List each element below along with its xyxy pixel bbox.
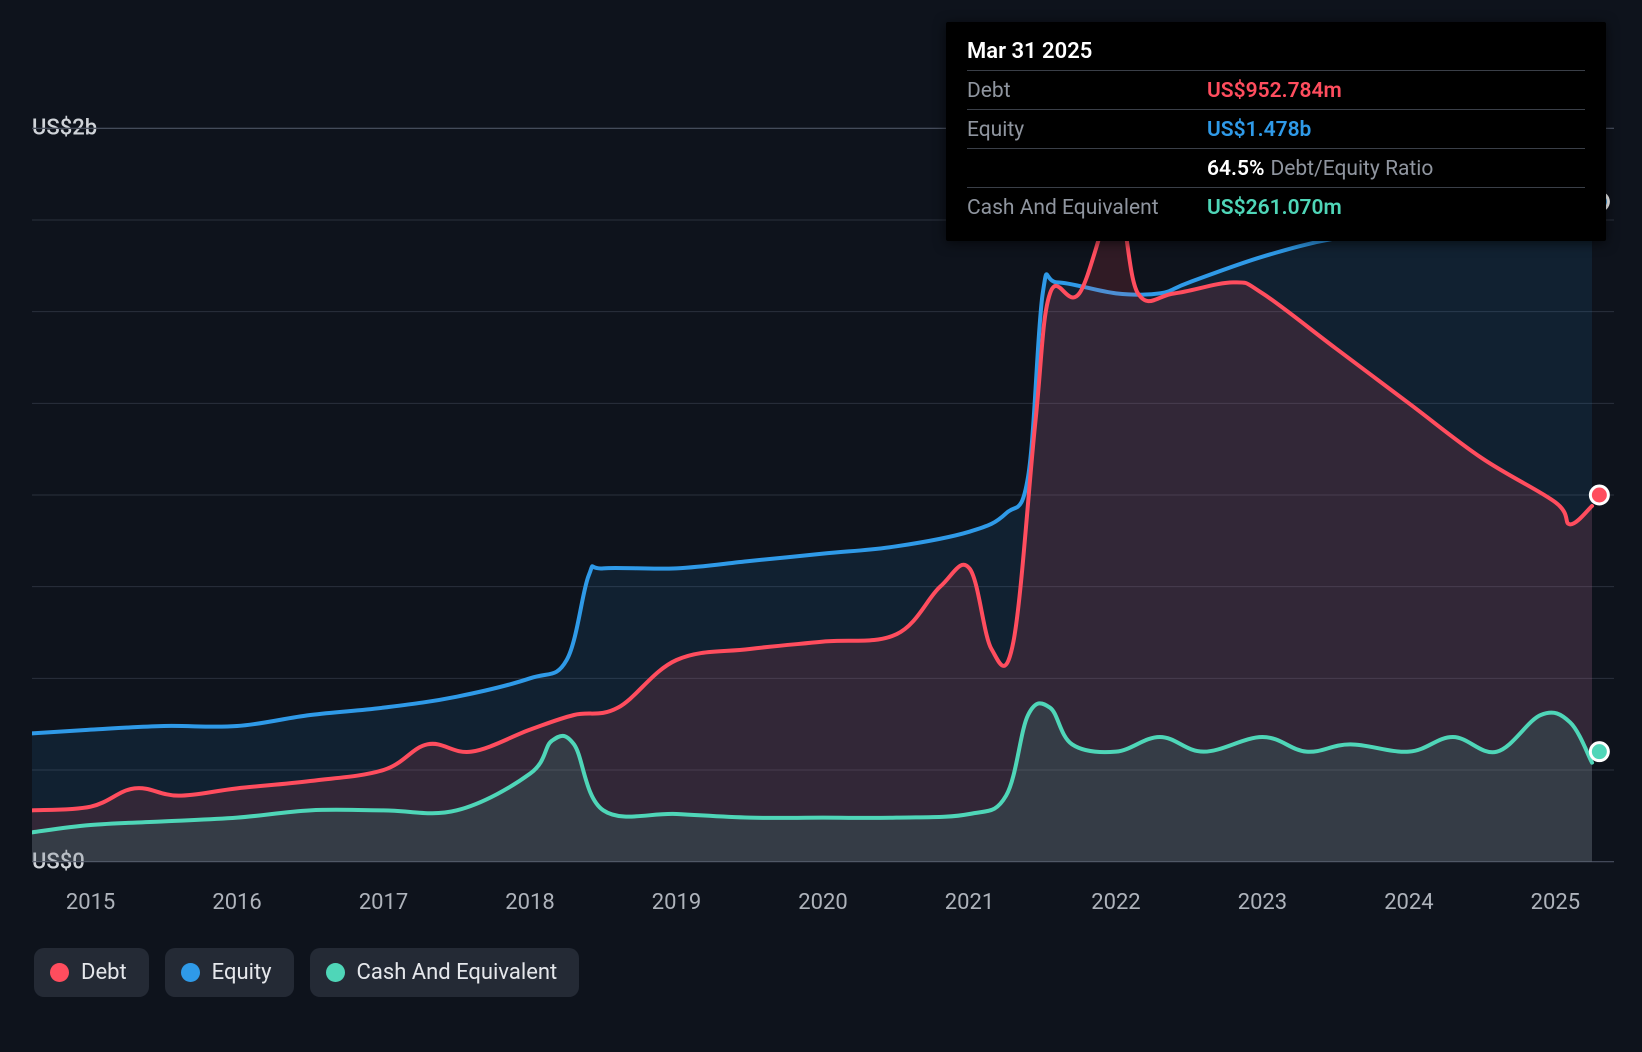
tooltip-date: Mar 31 2025 bbox=[967, 39, 1585, 64]
tooltip-value-cash: US$261.070m bbox=[1207, 196, 1342, 220]
legend-swatch-debt bbox=[50, 963, 69, 982]
tooltip-label-equity: Equity bbox=[967, 118, 1207, 142]
legend-item-cash[interactable]: Cash And Equivalent bbox=[310, 948, 580, 997]
x-axis-tick: 2022 bbox=[1091, 890, 1140, 915]
legend-swatch-cash bbox=[326, 963, 345, 982]
x-axis-tick: 2024 bbox=[1384, 890, 1433, 915]
tooltip-value-debt: US$952.784m bbox=[1207, 79, 1342, 103]
tooltip-label-cash: Cash And Equivalent bbox=[967, 196, 1207, 220]
x-axis-tick: 2015 bbox=[66, 890, 115, 915]
x-axis-tick: 2018 bbox=[505, 890, 554, 915]
x-axis-tick: 2017 bbox=[359, 890, 408, 915]
tooltip-label-debt: Debt bbox=[967, 79, 1207, 103]
x-axis-tick: 2021 bbox=[945, 890, 994, 915]
legend-item-equity[interactable]: Equity bbox=[165, 948, 294, 997]
legend-label-cash: Cash And Equivalent bbox=[357, 960, 558, 985]
x-axis-tick: 2023 bbox=[1238, 890, 1287, 915]
legend-swatch-equity bbox=[181, 963, 200, 982]
legend-item-debt[interactable]: Debt bbox=[34, 948, 149, 997]
x-axis-tick: 2019 bbox=[652, 890, 701, 915]
x-axis-tick: 2020 bbox=[798, 890, 847, 915]
x-axis-tick: 2025 bbox=[1531, 890, 1580, 915]
tooltip-value-ratio: 64.5%Debt/Equity Ratio bbox=[1207, 157, 1433, 181]
tooltip-value-equity: US$1.478b bbox=[1207, 118, 1311, 142]
chart-legend: Debt Equity Cash And Equivalent bbox=[34, 948, 579, 997]
x-axis-tick: 2016 bbox=[212, 890, 261, 915]
legend-label-debt: Debt bbox=[81, 960, 127, 985]
chart-tooltip: Mar 31 2025 Debt US$952.784m Equity US$1… bbox=[946, 22, 1606, 241]
debt-equity-chart-page: { "chart": { "type": "area", "background… bbox=[0, 0, 1642, 1052]
legend-label-equity: Equity bbox=[212, 960, 272, 985]
